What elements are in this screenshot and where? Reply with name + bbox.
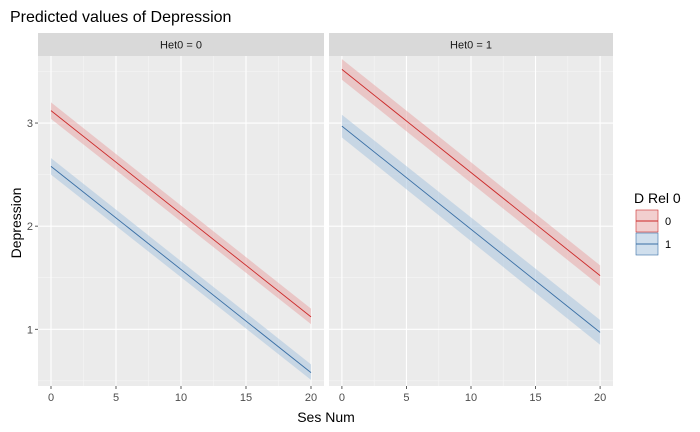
facet-strip-label: Het0 = 0 [160,40,202,52]
legend: D Rel 0 0 1 [634,190,681,256]
facet-strip-label: Het0 = 1 [450,40,492,52]
chart-title: Predicted values of Depression [10,9,231,26]
panels: Het0 = 0 0 5 10 15 20 1 2 3 Het0 = 1 0 5 10 15 20 [27,33,613,404]
y-axis-title: Depression [8,188,24,259]
x-tick-label: 15 [529,392,541,404]
line-series-1 [50,165,312,373]
legend-label-0: 0 [665,216,671,228]
x-tick-label: 15 [240,392,252,404]
x-tick-label: 20 [305,392,317,404]
facet-strip [329,33,613,56]
x-tick-label: 0 [339,392,345,404]
y-tick-label: 2 [27,221,33,233]
x-tick-label: 5 [113,392,119,404]
x-tick-label: 10 [175,392,187,404]
line-series-1 [341,125,601,333]
panel-1: Het0 = 1 0 5 10 15 20 [329,33,613,404]
x-tick-label: 20 [594,392,606,404]
line-series-0 [50,110,312,318]
legend-title: D Rel 0 [634,190,681,206]
x-tick-label: 0 [48,392,54,404]
line-series-0 [341,69,601,277]
y-tick-label: 1 [27,324,33,336]
panel-0: Het0 = 0 0 5 10 15 20 1 2 3 [27,33,324,404]
legend-label-1: 1 [665,239,671,251]
y-tick-label: 3 [27,118,33,130]
facet-strip [38,33,324,56]
x-axis-title: Ses Num [297,409,355,425]
x-tick-label: 5 [403,392,409,404]
x-tick-label: 10 [465,392,477,404]
